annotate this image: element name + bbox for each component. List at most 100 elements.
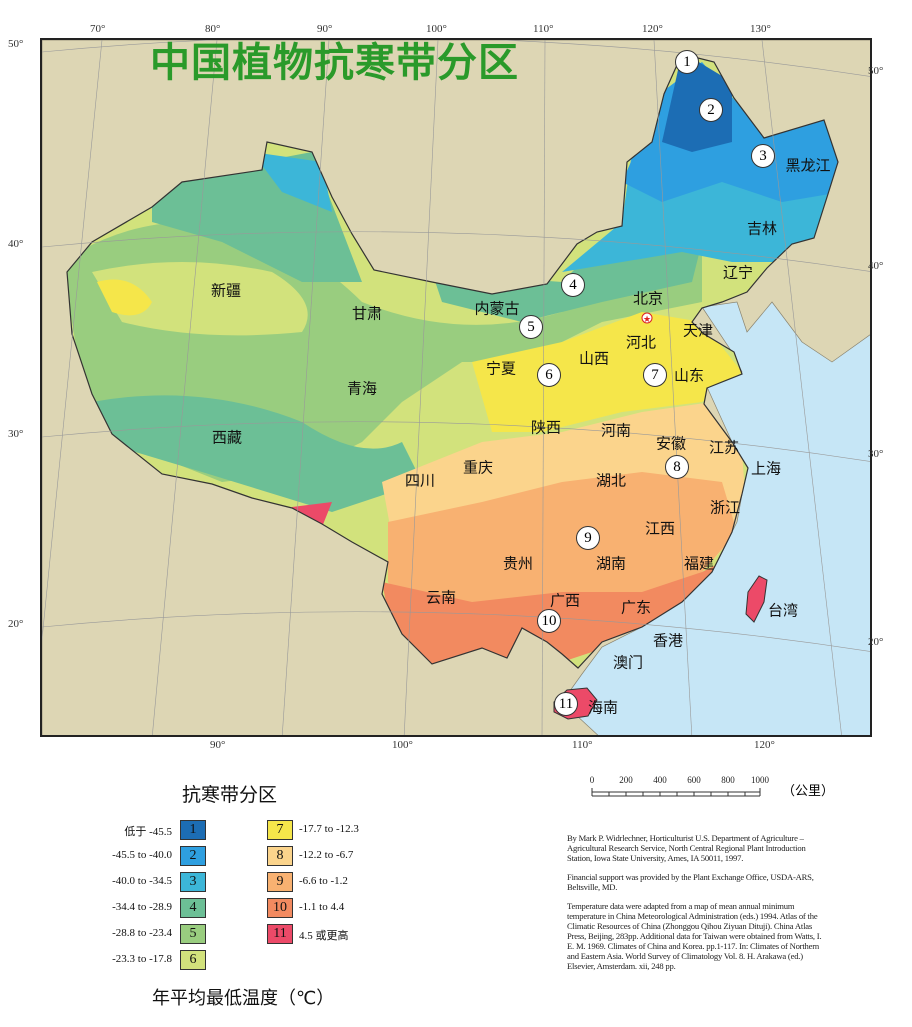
degree-label-top: 100° [426,23,447,35]
degree-label-top: 70° [90,23,106,35]
degree-label-top: 120° [642,23,663,35]
legend-swatch-zone-3: 3 [180,872,206,892]
province-label: 甘肃 [351,304,383,323]
svg-text:★: ★ [643,315,651,325]
province-label: 北京 [632,289,664,308]
province-label: 宁夏 [485,359,517,378]
degree-label-left: 20° [8,618,24,630]
zone-marker-5: 5 [519,315,543,339]
legend-range-zone-3: -40.0 to -34.5 [112,875,172,887]
degree-label-top: 90° [317,23,333,35]
province-label: 天津 [682,321,714,340]
province-label: 福建 [683,554,715,573]
legend-range-zone-2: -45.5 to -40.0 [112,849,172,861]
province-label: 安徽 [655,434,687,453]
hardiness-zone-map: ★ [40,38,872,737]
legend-swatch-zone-11: 11 [267,924,293,944]
province-label: 海南 [587,698,619,717]
legend-range-zone-6: -23.3 to -17.8 [112,953,172,965]
province-label: 河北 [625,333,657,352]
legend-swatch-zone-7: 7 [267,820,293,840]
zone-7-area [472,312,742,432]
province-label: 山西 [578,349,610,368]
province-label: 黑龙江 [785,156,831,175]
legend-range-zone-5: -28.8 to -23.4 [112,927,172,939]
legend-range-zone-7: -17.7 to -12.3 [299,823,359,835]
degree-label-bottom: 100° [392,739,413,751]
degree-label-bottom: 110° [572,739,593,751]
province-label: 台湾 [767,601,799,620]
province-label: 山东 [673,366,705,385]
province-label: 浙江 [709,498,741,517]
province-label: 澳门 [612,653,644,672]
zone-6-area [92,262,308,336]
zone-marker-6: 6 [537,363,561,387]
legend-swatch-zone-9: 9 [267,872,293,892]
zone-marker-4: 4 [561,273,585,297]
province-label: 上海 [750,459,782,478]
province-label: 内蒙古 [474,299,520,318]
legend-range-zone-10: -1.1 to 4.4 [299,901,345,913]
legend-range-zone-11: 4.5 或更高 [299,930,349,942]
zone-7-area [97,279,152,316]
zone-marker-10: 10 [537,609,561,633]
province-label: 江西 [644,519,676,538]
legend-swatch-zone-2: 2 [180,846,206,866]
zone-3-area [252,152,332,212]
legend-swatch-zone-6: 6 [180,950,206,970]
legend-swatch-zone-5: 5 [180,924,206,944]
degree-label-bottom: 90° [210,739,226,751]
legend-swatch-zone-1: 1 [180,820,206,840]
parallel-line [42,421,870,462]
province-label: 新疆 [210,281,242,300]
legend-range-zone-4: -34.4 to -28.9 [112,901,172,913]
zone-9-area [388,472,737,622]
parallel-line [42,231,870,272]
degree-label-top: 80° [205,23,221,35]
province-label: 吉林 [746,219,778,238]
meridian-line [761,40,842,735]
legend-range-zone-9: -6.6 to -1.2 [299,875,348,887]
legend-swatch-zone-4: 4 [180,898,206,918]
degree-label-right: 20° [868,636,884,648]
legend-swatch-zone-8: 8 [267,846,293,866]
legend-range-zone-1: 低于 -45.5 [124,826,172,838]
china-border [66,53,839,669]
zone-marker-3: 3 [751,144,775,168]
credits-sources: Temperature data were adapted from a map… [567,901,822,971]
zone-marker-7: 7 [643,363,667,387]
legend-unit-label: 年平均最低温度（℃） [152,988,335,1009]
zone-marker-1: 1 [675,50,699,74]
province-label: 辽宁 [722,263,754,282]
degree-label-top: 110° [533,23,554,35]
scale-bar-graphic [591,788,761,797]
province-label: 四川 [404,471,436,490]
zone-marker-11: 11 [554,692,578,716]
zone-4-area [92,395,422,512]
meridian-line [42,40,103,643]
zone-marker-2: 2 [699,98,723,122]
province-label: 广西 [549,591,581,610]
scale-tick-label: 600 [687,775,701,785]
degree-label-left: 50° [8,38,24,50]
map-canvas: ★ [42,40,870,735]
scale-tick-label: 1000 [751,775,769,785]
scale-tick-label: 400 [653,775,667,785]
meridian-line [653,40,693,735]
province-label: 广东 [620,598,652,617]
scale-tick-label: 800 [721,775,735,785]
province-label: 湖南 [595,554,627,573]
scale-tick-label: 200 [619,775,633,785]
parallel-line [42,40,870,77]
scale-tick-label: 0 [589,775,595,785]
zone-1-area [662,54,732,152]
degree-label-left: 40° [8,238,24,250]
degree-label-right: 30° [868,448,884,460]
province-label: 重庆 [462,458,494,477]
province-label: 香港 [652,631,684,650]
province-label: 河南 [600,421,632,440]
legend-title: 抗寒带分区 [182,784,278,806]
credits-author: By Mark P. Widrlechner, Horticulturist U… [567,833,806,863]
zone-marker-9: 9 [576,526,600,550]
beijing-capital-star-icon: ★ [641,312,653,325]
